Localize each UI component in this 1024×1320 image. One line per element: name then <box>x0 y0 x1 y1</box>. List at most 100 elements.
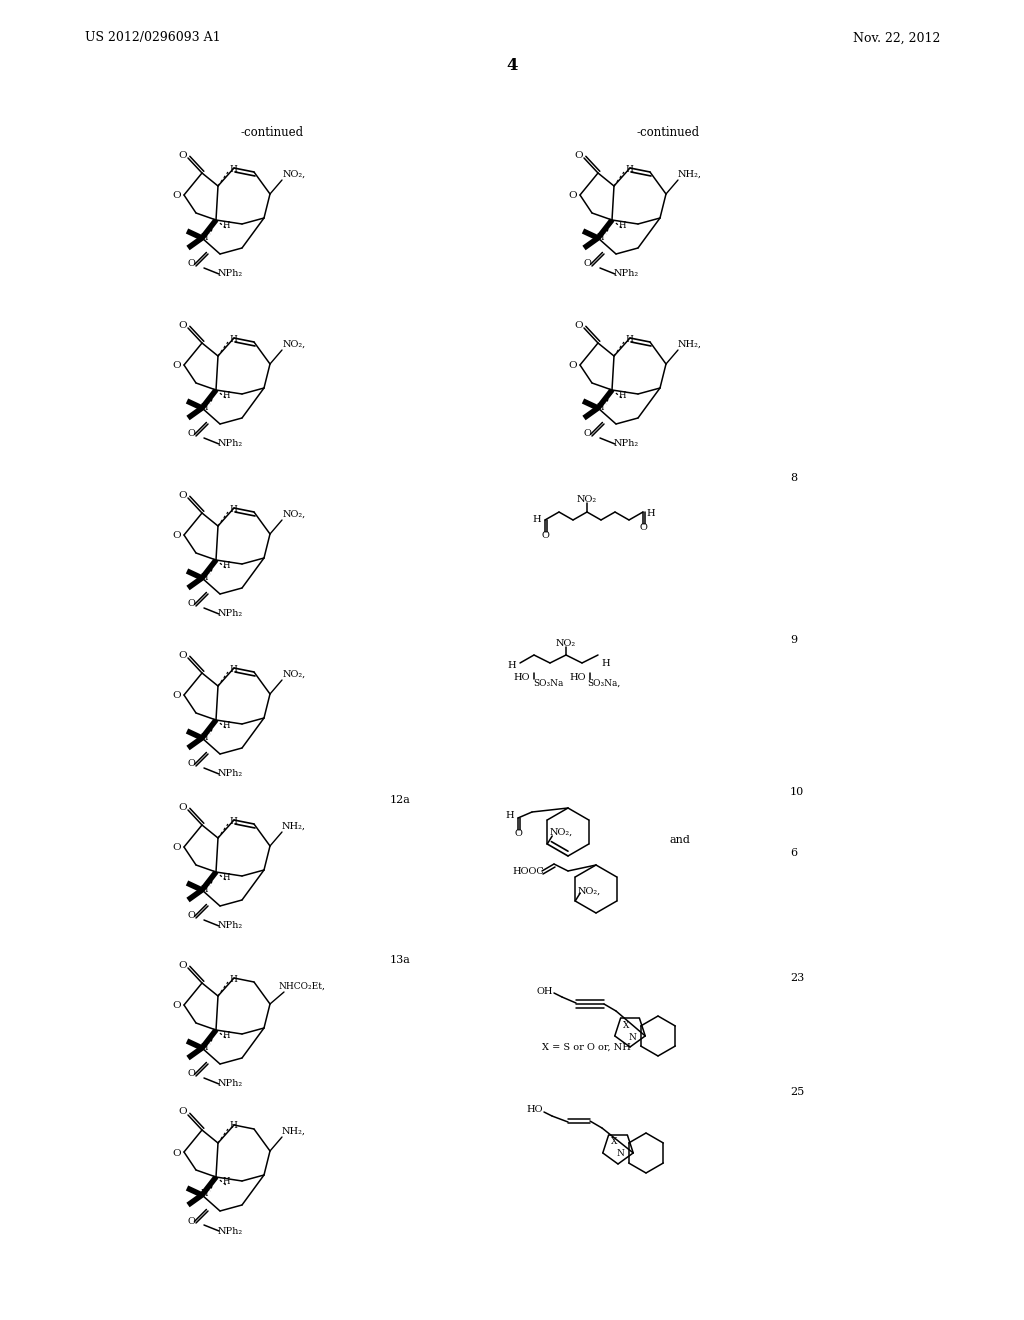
Text: X = S or O or, NH: X = S or O or, NH <box>542 1043 631 1052</box>
Text: US 2012/0296093 A1: US 2012/0296093 A1 <box>85 32 220 45</box>
Text: OH: OH <box>537 986 553 995</box>
Text: O: O <box>574 150 584 160</box>
Text: H: H <box>506 812 514 821</box>
Text: O: O <box>568 362 578 371</box>
Text: H: H <box>229 165 237 173</box>
Text: H: H <box>222 1031 229 1040</box>
Text: NO₂,: NO₂, <box>283 169 305 178</box>
Text: H: H <box>229 334 237 343</box>
Text: H: H <box>602 659 610 668</box>
Text: H: H <box>625 165 633 173</box>
Text: and: and <box>670 836 690 845</box>
Text: H: H <box>201 884 208 894</box>
Text: O: O <box>178 803 187 812</box>
Text: 23: 23 <box>790 973 804 983</box>
Text: H: H <box>596 232 604 242</box>
Text: H: H <box>508 660 516 669</box>
Text: NO₂: NO₂ <box>577 495 597 503</box>
Text: NO₂,: NO₂, <box>283 510 305 519</box>
Text: O: O <box>178 1107 187 1117</box>
Text: NPh₂: NPh₂ <box>217 440 243 449</box>
Text: O: O <box>187 1217 195 1225</box>
Text: O: O <box>173 843 181 853</box>
Text: H: H <box>625 334 633 343</box>
Text: 25: 25 <box>790 1086 804 1097</box>
Text: O: O <box>178 961 187 969</box>
Text: NPh₂: NPh₂ <box>217 269 243 279</box>
Text: O: O <box>173 1148 181 1158</box>
Text: HO: HO <box>514 673 530 682</box>
Text: -continued: -continued <box>637 127 699 140</box>
Text: H: H <box>201 1189 208 1199</box>
Text: 12a: 12a <box>390 795 411 805</box>
Text: H: H <box>222 391 229 400</box>
Text: O: O <box>568 191 578 201</box>
Text: O: O <box>583 260 591 268</box>
Text: H: H <box>201 232 208 242</box>
Text: H: H <box>229 664 237 673</box>
Text: H: H <box>222 561 229 569</box>
Text: H: H <box>222 721 229 730</box>
Text: NO₂,: NO₂, <box>283 669 305 678</box>
Text: NPh₂: NPh₂ <box>613 269 639 279</box>
Text: O: O <box>178 150 187 160</box>
Text: 9: 9 <box>790 635 797 645</box>
Text: HO: HO <box>526 1106 544 1114</box>
Text: H: H <box>201 403 208 412</box>
Text: O: O <box>187 759 195 768</box>
Text: O: O <box>178 651 187 660</box>
Text: NH₂,: NH₂, <box>282 821 306 830</box>
Text: NPh₂: NPh₂ <box>613 440 639 449</box>
Text: HO: HO <box>569 673 587 682</box>
Text: H: H <box>222 1177 229 1187</box>
Text: SO₃Na,: SO₃Na, <box>588 678 621 688</box>
Text: H: H <box>201 1043 208 1052</box>
Text: O: O <box>178 321 187 330</box>
Text: H: H <box>222 873 229 882</box>
Text: H: H <box>618 391 626 400</box>
Text: O: O <box>574 321 584 330</box>
Text: NH₂,: NH₂, <box>282 1126 306 1135</box>
Text: -continued: -continued <box>241 127 303 140</box>
Text: O: O <box>187 429 195 438</box>
Text: O: O <box>639 524 647 532</box>
Text: NPh₂: NPh₂ <box>217 610 243 619</box>
Text: 6: 6 <box>790 847 797 858</box>
Text: NPh₂: NPh₂ <box>217 921 243 931</box>
Text: SO₃Na: SO₃Na <box>532 678 563 688</box>
Text: O: O <box>187 260 195 268</box>
Text: H: H <box>229 504 237 513</box>
Text: O: O <box>173 1002 181 1011</box>
Text: H: H <box>201 733 208 742</box>
Text: X: X <box>610 1138 617 1147</box>
Text: O: O <box>514 829 522 838</box>
Text: NPh₂: NPh₂ <box>217 1226 243 1236</box>
Text: H: H <box>201 573 208 582</box>
Text: H: H <box>618 220 626 230</box>
Text: H: H <box>229 1122 237 1130</box>
Text: O: O <box>583 429 591 438</box>
Text: 13a: 13a <box>390 954 411 965</box>
Text: 10: 10 <box>790 787 804 797</box>
Text: HOOC: HOOC <box>512 866 544 875</box>
Text: N: N <box>628 1032 636 1041</box>
Text: NO₂,: NO₂, <box>283 339 305 348</box>
Text: H: H <box>647 510 655 519</box>
Text: H: H <box>229 817 237 825</box>
Text: NPh₂: NPh₂ <box>217 770 243 779</box>
Text: 4: 4 <box>506 57 518 74</box>
Text: N: N <box>616 1150 624 1159</box>
Text: O: O <box>178 491 187 499</box>
Text: NH₂,: NH₂, <box>678 169 702 178</box>
Text: X: X <box>623 1020 629 1030</box>
Text: O: O <box>187 599 195 609</box>
Text: H: H <box>532 516 542 524</box>
Text: H: H <box>229 974 237 983</box>
Text: O: O <box>173 191 181 201</box>
Text: 8: 8 <box>790 473 797 483</box>
Text: H: H <box>596 403 604 412</box>
Text: Nov. 22, 2012: Nov. 22, 2012 <box>853 32 940 45</box>
Text: O: O <box>173 362 181 371</box>
Text: O: O <box>541 532 549 540</box>
Text: O: O <box>173 532 181 540</box>
